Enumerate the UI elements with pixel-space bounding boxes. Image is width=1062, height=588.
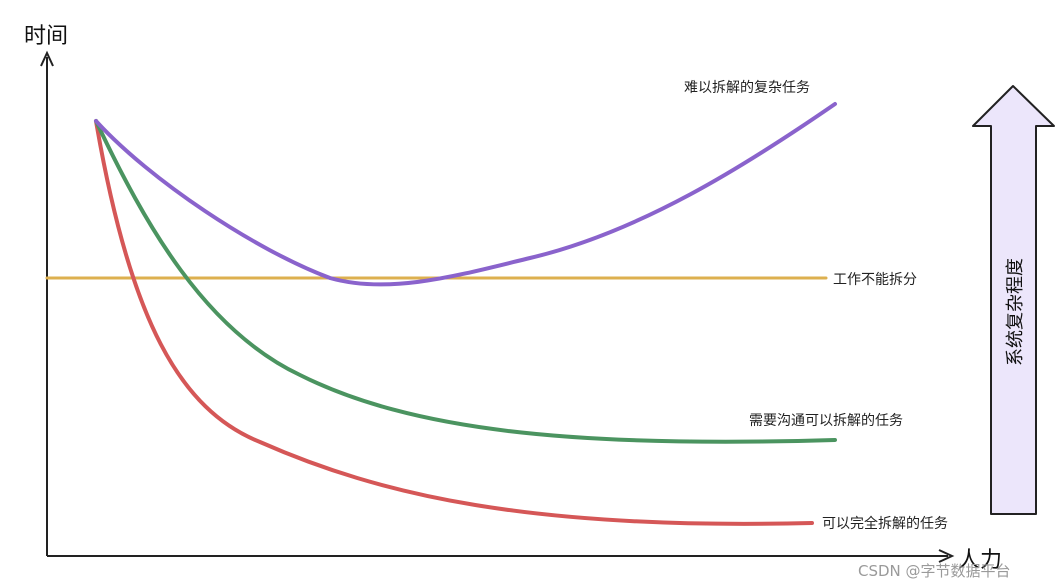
y-axis-arrowhead [40, 50, 54, 67]
x-axis-title: 人力 [958, 548, 1002, 573]
complexity-arrow-label: 系统复杂程度 [1005, 258, 1026, 366]
y-axis-title: 时间 [24, 24, 68, 49]
watermark-text: CSDN @字节数据平台 [858, 562, 1011, 580]
x-axis-arrowhead [938, 549, 955, 563]
series-line-communicate-split [94, 119, 837, 444]
complexity-arrow: 系统复杂程度 [972, 85, 1055, 515]
series-label-full-split: 可以完全拆解的任务 [822, 515, 948, 532]
series-lines [45, 102, 837, 526]
series-line-complex [94, 102, 837, 287]
series-labels: 难以拆解的复杂任务 工作不能拆分 需要沟通可以拆解的任务 可以完全拆解的任务 [684, 79, 948, 532]
series-line-full-split [94, 119, 814, 526]
series-label-complex: 难以拆解的复杂任务 [684, 79, 810, 96]
series-label-communicate-split: 需要沟通可以拆解的任务 [749, 413, 903, 429]
series-label-no-split: 工作不能拆分 [833, 272, 917, 288]
axes: 时间 人力 [24, 24, 1002, 573]
complexity-arrow-shape [972, 85, 1055, 515]
